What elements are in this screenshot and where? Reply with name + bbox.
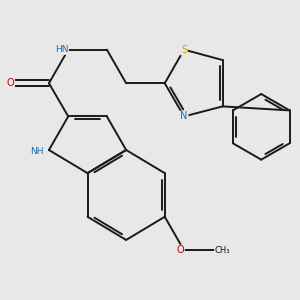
Text: O: O: [7, 78, 14, 88]
Text: N: N: [180, 111, 188, 122]
Text: O: O: [176, 245, 184, 255]
Text: HN: HN: [55, 45, 68, 54]
Text: NH: NH: [30, 147, 43, 156]
Text: CH₃: CH₃: [215, 246, 230, 255]
Text: S: S: [181, 45, 187, 55]
